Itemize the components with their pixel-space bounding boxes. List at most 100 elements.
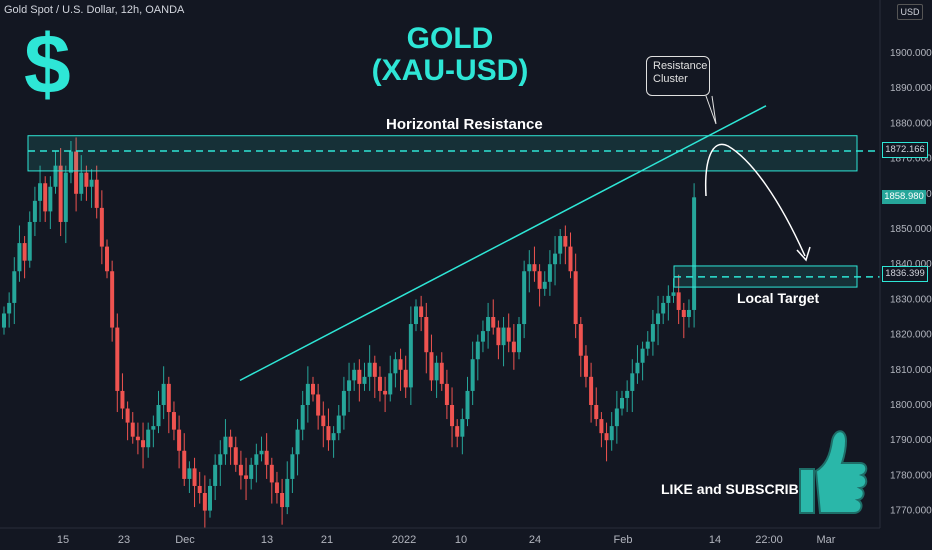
candle-body: [547, 264, 552, 282]
symbol-header: Gold Spot / U.S. Dollar, 12h, OANDA: [4, 4, 185, 16]
resistance-zone: [27, 135, 858, 172]
candle-body: [506, 327, 511, 342]
currency-badge[interactable]: USD: [897, 4, 923, 20]
x-tick-label: 2022: [392, 534, 416, 546]
candle-body: [439, 362, 444, 384]
candle-body: [208, 485, 212, 511]
candle-body: [316, 394, 321, 416]
candle-body: [89, 179, 94, 187]
candle-body: [377, 376, 382, 391]
candle-body: [336, 415, 341, 434]
candle-body: [604, 433, 609, 441]
candle-body: [182, 450, 187, 479]
candle-body: [532, 264, 537, 272]
candle-body: [300, 405, 305, 430]
candle-body: [146, 429, 151, 448]
y-tick-label: 1810.000: [890, 365, 932, 376]
candle-body: [470, 359, 475, 391]
candle-body: [522, 271, 527, 325]
candle-body: [573, 271, 578, 325]
y-tick-label: 1770.000: [890, 506, 932, 517]
candle-body: [347, 380, 352, 391]
candle-body: [285, 478, 290, 508]
candle-body: [419, 306, 424, 317]
candle-body: [74, 151, 79, 194]
candle-body: [84, 172, 89, 187]
thumbs-up-icon[interactable]: [796, 425, 868, 515]
candle-body: [68, 151, 73, 173]
candle-body: [434, 362, 439, 381]
candle-body: [141, 440, 146, 448]
candle-body: [274, 482, 279, 493]
candle-body: [43, 183, 48, 212]
candle-body: [589, 376, 594, 405]
chart-title-line2: (XAU-USD): [371, 54, 529, 87]
candle-body: [450, 405, 455, 427]
candle-body: [388, 373, 393, 395]
candle-body: [511, 341, 516, 353]
y-tick-label: 1880.000: [890, 118, 932, 129]
candle-body: [264, 450, 269, 465]
candle-body: [99, 207, 104, 247]
horizontal-resistance-label: Horizontal Resistance: [386, 116, 543, 133]
candle-body: [486, 317, 491, 332]
candle-body: [475, 341, 480, 360]
candle-body: [676, 292, 681, 310]
candle-body: [161, 383, 166, 405]
y-tick-label: 1780.000: [890, 470, 932, 481]
candle-body: [491, 317, 496, 328]
candle-body: [692, 197, 697, 310]
chart-title-line1: GOLD: [406, 22, 494, 55]
y-tick-label: 1900.000: [890, 48, 932, 59]
candle-body: [383, 390, 388, 395]
candle-body: [563, 236, 568, 247]
candle-body: [166, 383, 171, 413]
y-tick-label: 1790.000: [890, 435, 932, 446]
chart-annotations: [27, 95, 880, 382]
candle-body: [12, 271, 17, 303]
candle-body: [53, 165, 58, 187]
candle-body: [408, 324, 413, 388]
x-tick-label: 23: [118, 534, 130, 546]
candle-body: [553, 253, 558, 265]
candle-body: [357, 369, 362, 384]
candle-body: [22, 243, 27, 261]
candle-body: [620, 397, 624, 409]
candle-body: [650, 324, 655, 342]
candle-body: [38, 183, 43, 201]
local-target-label: Local Target: [737, 290, 820, 306]
projection-arrow: [704, 143, 806, 257]
y-tick-label: 1890.000: [890, 83, 932, 94]
candlestick-series: [2, 137, 697, 529]
candle-body: [666, 295, 671, 303]
candle-body: [27, 221, 32, 261]
x-tick-label: 10: [455, 534, 467, 546]
candle-body: [63, 172, 68, 222]
candle-body: [614, 408, 619, 427]
candle-body: [295, 429, 300, 455]
candle-body: [480, 331, 485, 342]
x-tick-label: Feb: [614, 534, 633, 546]
candle-body: [7, 302, 12, 314]
callout-pointer: [705, 95, 717, 125]
candle-body: [197, 485, 202, 493]
candle-body: [2, 313, 6, 328]
x-tick-label: 15: [57, 534, 69, 546]
candle-body: [501, 327, 506, 346]
candle-body: [609, 426, 614, 441]
candle-body: [625, 390, 630, 398]
candle-body: [151, 426, 156, 430]
candle-body: [135, 436, 140, 441]
x-tick-label: 22:00: [755, 534, 783, 546]
dollar-icon: $: [24, 17, 71, 111]
candle-body: [259, 450, 264, 455]
candle-body: [48, 186, 53, 212]
candle-body: [177, 429, 182, 451]
candle-body: [372, 362, 377, 377]
candle-body: [403, 369, 408, 388]
candle-body: [269, 464, 274, 483]
candle-body: [187, 468, 192, 479]
candle-body: [661, 302, 666, 314]
candle-body: [460, 419, 465, 437]
